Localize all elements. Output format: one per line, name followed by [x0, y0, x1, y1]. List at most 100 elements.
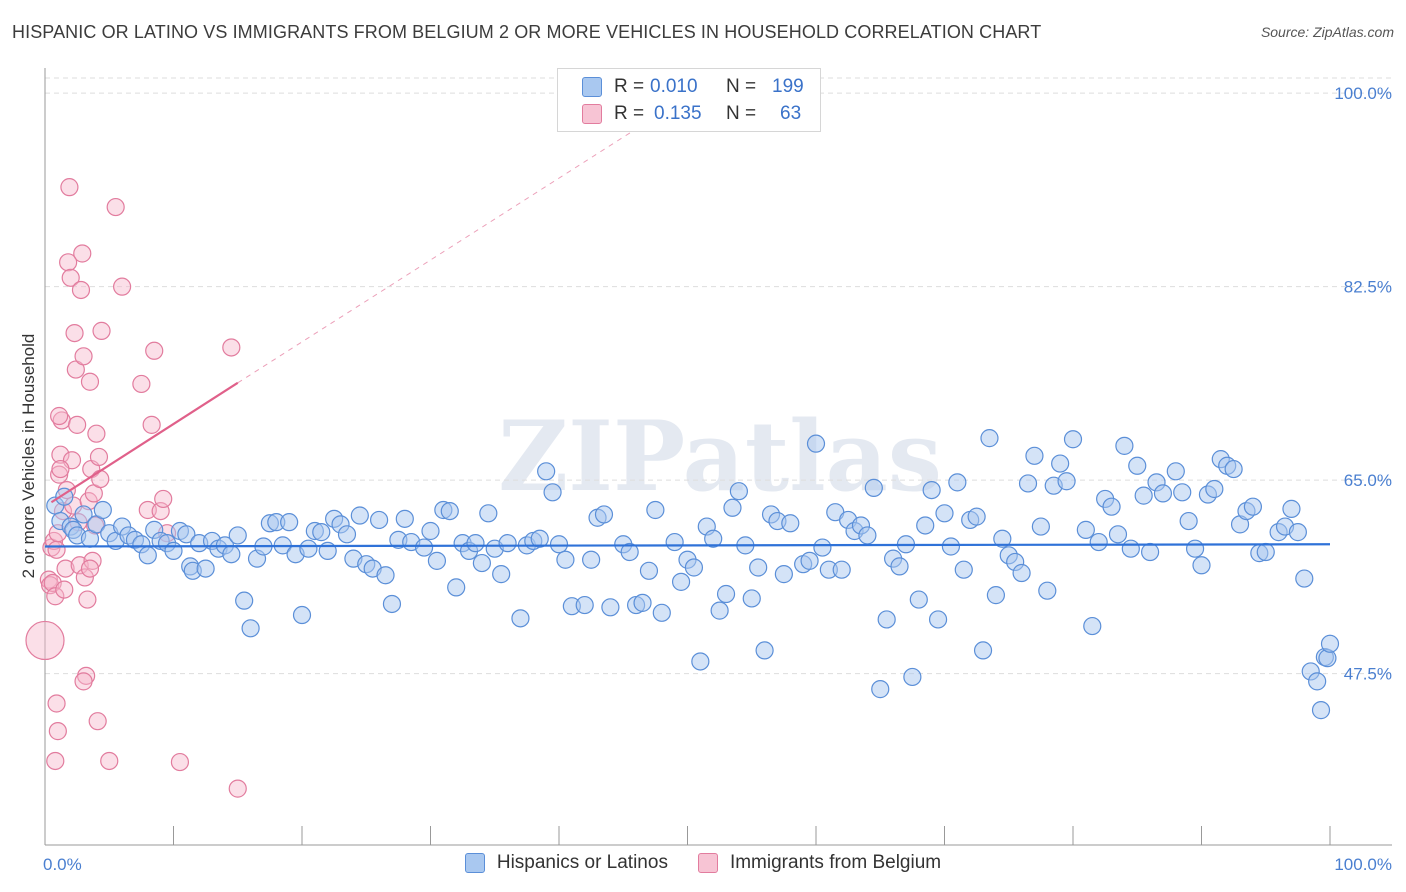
data-point-hispanic	[1282, 499, 1301, 518]
data-point-belgium	[65, 323, 84, 343]
data-point-hispanic	[235, 591, 254, 610]
data-point-hispanic	[440, 501, 459, 521]
data-point-belgium	[41, 576, 60, 595]
data-point-belgium	[46, 587, 65, 606]
data-point-hispanic	[993, 529, 1012, 548]
data-point-belgium	[46, 751, 65, 771]
legend-r-value: 0.010	[650, 76, 698, 97]
data-point-hispanic	[498, 534, 517, 553]
data-point-hispanic	[864, 478, 883, 497]
data-point-hispanic	[986, 586, 1006, 605]
data-point-belgium	[75, 568, 94, 587]
legend-swatch-pink	[582, 104, 602, 124]
data-point-belgium	[55, 580, 74, 599]
data-point-hispanic	[93, 500, 112, 520]
gridlines	[45, 77, 1392, 675]
data-point-hispanic	[537, 462, 556, 481]
data-point-hispanic	[447, 578, 466, 597]
data-point-hispanic	[164, 541, 183, 561]
data-point-hispanic	[774, 565, 793, 584]
data-point-hispanic	[582, 550, 601, 569]
data-point-belgium	[51, 445, 70, 464]
correlation-legend: R = 0.010 N = 199 R = 0.135 N = 63	[557, 68, 821, 132]
data-point-hispanic	[421, 521, 440, 541]
y-tick-label: 100.0%	[1334, 84, 1392, 103]
data-point-hispanic	[1179, 511, 1198, 531]
data-point-hispanic	[1128, 456, 1147, 475]
data-point-belgium	[47, 694, 66, 713]
legend-label-hispanics: Hispanics or Latinos	[496, 852, 668, 873]
legend-swatch-blue	[582, 77, 602, 97]
data-point-hispanic	[1089, 532, 1108, 552]
data-point-belgium	[92, 321, 111, 340]
data-point-hispanic	[646, 500, 665, 520]
data-point-hispanic	[1205, 479, 1224, 499]
data-point-belgium	[89, 447, 109, 467]
data-point-hispanic	[1031, 517, 1050, 536]
data-point-hispanic	[1308, 672, 1327, 691]
data-point-belgium	[222, 338, 241, 357]
data-point-hispanic	[228, 526, 247, 545]
series-hispanics-or-latinos	[46, 429, 1340, 720]
data-point-hispanic	[652, 603, 671, 622]
data-point-belgium	[170, 752, 190, 772]
trend-lines	[44, 120, 1331, 548]
data-point-hispanic	[1076, 520, 1095, 539]
data-point-belgium	[142, 415, 161, 434]
legend-row-belgium: R = 0.135 N = 63	[582, 102, 812, 126]
data-point-belgium	[61, 268, 80, 287]
data-point-hispanic	[337, 525, 357, 544]
data-point-hispanic	[1018, 474, 1038, 493]
legend-row-hispanics: R = 0.010 N = 199	[582, 75, 812, 99]
data-point-hispanic	[691, 652, 710, 671]
legend-n-value: 199	[772, 76, 804, 97]
data-point-belgium	[154, 489, 173, 509]
data-point-hispanic	[1185, 539, 1205, 558]
data-point-belgium	[78, 590, 97, 609]
data-point-hispanic	[312, 523, 331, 542]
data-point-hispanic	[973, 641, 993, 660]
data-point-hispanic	[1166, 462, 1185, 481]
data-point-belgium	[43, 573, 62, 593]
data-point-belgium	[91, 469, 110, 489]
tick-labels: 47.5% 65.0% 82.5% 100.0% 0.0% 100.0%	[43, 84, 1392, 874]
data-point-hispanic	[684, 558, 704, 577]
data-point-hispanic	[858, 526, 877, 545]
legend-label-belgium: Immigrants from Belgium	[729, 852, 942, 873]
data-point-hispanic	[556, 550, 575, 569]
y-tick-label: 82.5%	[1344, 278, 1392, 297]
data-point-hispanic	[1057, 472, 1076, 491]
chart-title: HISPANIC OR LATINO VS IMMIGRANTS FROM BE…	[12, 22, 1042, 42]
legend-r-label: R =	[614, 76, 645, 97]
data-point-hispanic	[928, 610, 948, 629]
trend-line-belgium-extrapolated	[237, 120, 650, 384]
data-point-hispanic	[138, 546, 157, 565]
data-point-hispanic	[704, 529, 723, 548]
source-label: Source: ZipAtlas.com	[1260, 24, 1394, 40]
data-point-hispanic	[671, 572, 691, 591]
data-point-hispanic	[543, 483, 562, 502]
legend-n-value: 63	[780, 103, 802, 124]
data-point-hispanic	[749, 558, 768, 577]
data-point-hispanic	[1256, 542, 1275, 562]
data-point-belgium	[88, 712, 107, 731]
series-legend: Hispanics or Latinos Immigrants from Bel…	[0, 852, 1406, 874]
data-point-belgium	[100, 751, 119, 771]
data-point-belgium	[73, 244, 92, 263]
legend-swatch-pink	[697, 853, 718, 873]
data-point-hispanic	[1025, 446, 1044, 465]
data-point-belgium	[228, 779, 247, 798]
data-point-hispanic	[922, 480, 941, 500]
axes	[44, 68, 1392, 846]
data-point-hispanic	[909, 590, 928, 609]
data-point-hispanic	[723, 498, 742, 517]
data-point-hispanic	[1121, 539, 1140, 558]
data-point-belgium	[87, 424, 106, 443]
data-point-hispanic	[877, 610, 896, 629]
data-point-hispanic	[620, 542, 639, 562]
data-point-hispanic	[427, 551, 447, 570]
data-point-hispanic	[479, 504, 498, 523]
data-point-belgium	[56, 559, 75, 578]
data-point-hispanic	[1108, 525, 1128, 544]
data-point-belgium	[59, 253, 78, 272]
